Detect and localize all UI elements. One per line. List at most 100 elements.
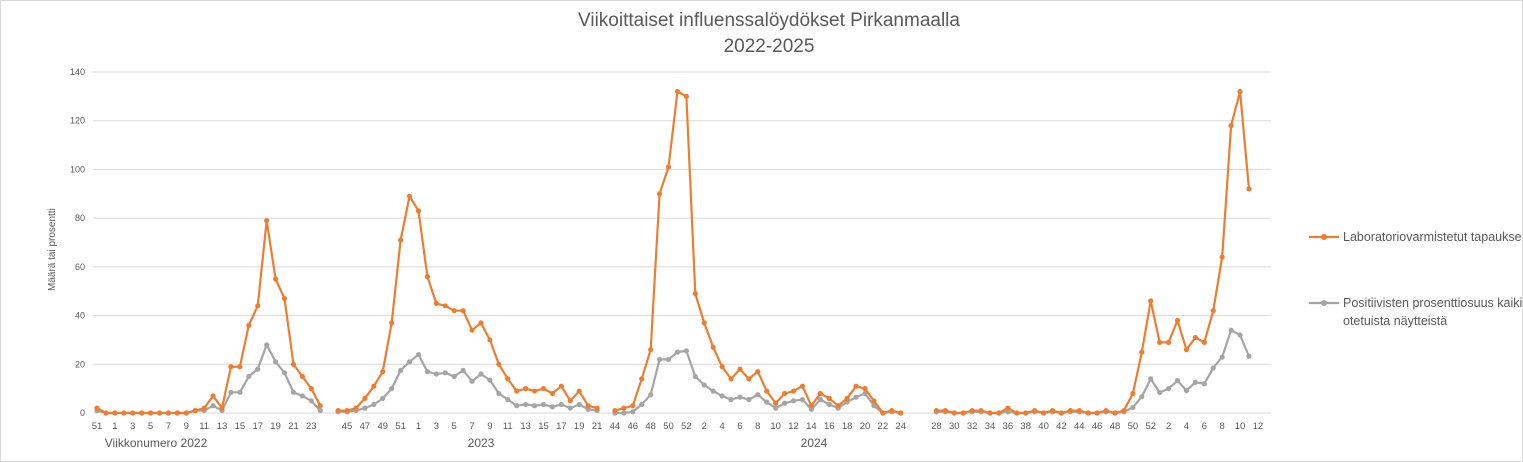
x-tick-label: 21 — [592, 421, 603, 432]
data-point-positive_pct — [1157, 389, 1163, 396]
data-point-positive_pct — [540, 401, 547, 408]
year-label: 2024 — [801, 436, 828, 450]
x-tick-label: 44 — [610, 421, 621, 432]
data-point-positive_pct — [853, 394, 859, 400]
x-tick-label: 3 — [434, 421, 439, 432]
data-point-positive_pct — [451, 373, 457, 380]
data-point-positive_pct — [567, 405, 573, 411]
data-point-positive_pct — [1005, 409, 1011, 415]
data-point-positive_pct — [639, 401, 645, 408]
x-tick-label: 18 — [842, 421, 853, 432]
data-point-positive_pct — [1148, 376, 1154, 382]
data-point-cases — [889, 407, 895, 414]
data-point-cases — [630, 403, 636, 409]
series-line-cases — [338, 195, 598, 412]
data-point-cases — [273, 276, 279, 282]
x-tick-label: 34 — [985, 421, 996, 432]
x-tick-label: 17 — [556, 421, 567, 432]
x-tick-label: 7 — [469, 421, 474, 432]
data-point-cases — [558, 383, 564, 389]
data-point-positive_pct — [433, 371, 439, 377]
x-tick-label: 42 — [1056, 421, 1067, 432]
x-tick-label: 22 — [878, 421, 889, 432]
data-point-positive_pct — [487, 377, 493, 383]
data-point-cases — [1058, 410, 1065, 416]
data-point-positive_pct — [692, 373, 698, 380]
year-label: Viikkonumero 2022 — [105, 436, 208, 450]
x-tick-label: 10 — [770, 421, 781, 432]
data-point-cases — [764, 388, 770, 394]
data-point-positive_pct — [389, 386, 395, 392]
data-point-positive_pct — [523, 401, 529, 408]
x-tick-label: 15 — [235, 421, 246, 432]
x-tick-label: 40 — [1038, 421, 1049, 432]
x-tick-label: 51 — [395, 421, 406, 432]
data-point-cases — [531, 388, 538, 394]
data-point-positive_pct — [255, 366, 261, 372]
x-tick-label: 13 — [520, 421, 531, 432]
data-point-cases — [1139, 349, 1145, 355]
data-point-cases — [710, 344, 716, 350]
data-point-positive_pct — [773, 405, 779, 411]
data-point-cases — [960, 410, 966, 416]
data-point-cases — [782, 390, 788, 397]
data-point-positive_pct — [1237, 332, 1243, 338]
data-point-positive_pct — [264, 342, 270, 348]
x-tick-label: 36 — [1003, 421, 1014, 432]
x-tick-label: 23 — [306, 421, 317, 432]
x-tick-label: 28 — [931, 421, 942, 432]
data-point-cases — [1183, 347, 1190, 353]
data-point-cases — [1103, 407, 1109, 414]
data-point-cases — [853, 383, 859, 389]
data-point-positive_pct — [496, 390, 502, 397]
y-tick-label: 40 — [75, 311, 85, 321]
data-point-cases — [1201, 339, 1207, 345]
data-point-cases — [1076, 407, 1082, 414]
x-tick-label: 50 — [663, 421, 674, 432]
x-tick-label: 20 — [860, 421, 871, 432]
x-tick-label: 4 — [1184, 421, 1189, 432]
data-point-cases — [478, 320, 484, 326]
x-tick-label: 19 — [574, 421, 585, 432]
legend-item-positive-pct: Positiivisten prosenttiosuus kaikista ot… — [1309, 294, 1522, 330]
data-point-positive_pct — [817, 397, 823, 403]
data-point-positive_pct — [442, 370, 448, 376]
data-point-cases — [389, 320, 395, 326]
data-point-positive_pct — [237, 389, 243, 395]
data-point-positive_pct — [755, 392, 761, 398]
data-point-cases — [246, 322, 252, 328]
data-point-cases — [665, 164, 672, 170]
data-point-cases — [192, 407, 198, 414]
data-point-cases — [1210, 308, 1216, 314]
data-point-positive_pct — [380, 395, 386, 401]
y-tick-label: 80 — [75, 213, 85, 223]
x-tick-label: 38 — [1020, 421, 1031, 432]
data-point-cases — [942, 407, 948, 414]
year-label: 2023 — [468, 436, 495, 450]
data-point-positive_pct — [585, 406, 591, 412]
data-point-positive_pct — [299, 393, 305, 399]
data-point-cases — [174, 410, 180, 416]
x-tick-label: 16 — [824, 421, 835, 432]
data-point-cases — [1174, 317, 1181, 324]
data-point-positive_pct — [630, 409, 636, 415]
x-tick-label: 5 — [452, 421, 457, 432]
data-point-positive_pct — [648, 392, 654, 398]
data-point-cases — [835, 403, 841, 409]
data-point-positive_pct — [1228, 327, 1234, 333]
data-point-cases — [862, 386, 868, 392]
data-point-cases — [648, 347, 654, 353]
x-tick-label: 8 — [1220, 421, 1225, 432]
y-tick-label: 140 — [70, 67, 85, 77]
x-tick-label: 48 — [645, 421, 656, 432]
data-point-cases — [898, 410, 904, 416]
data-point-cases — [442, 303, 448, 309]
data-point-cases — [871, 398, 877, 404]
data-point-cases — [237, 364, 243, 370]
data-point-cases — [1032, 407, 1038, 414]
data-point-cases — [692, 291, 698, 297]
x-tick-label: 30 — [949, 421, 960, 432]
data-point-cases — [433, 300, 439, 306]
x-tick-label: 19 — [270, 421, 281, 432]
data-point-cases — [683, 93, 689, 99]
